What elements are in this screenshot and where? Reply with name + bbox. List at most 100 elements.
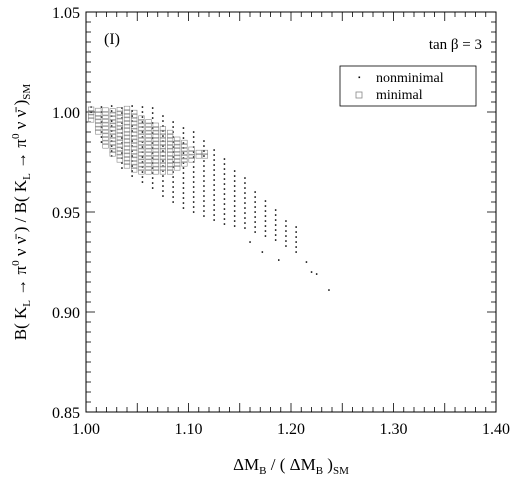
nonminimal-point — [328, 289, 330, 291]
minimal-point — [88, 113, 95, 119]
minimal-point — [131, 109, 138, 115]
minimal-point — [131, 127, 138, 133]
minimal-point — [138, 137, 145, 143]
nonminimal-point — [274, 214, 277, 216]
minimal-point — [174, 158, 181, 164]
legend-box — [339, 65, 477, 107]
nonminimal-point — [131, 160, 133, 162]
data-points — [88, 105, 330, 291]
nonminimal-point — [203, 140, 205, 142]
nonminimal-point — [100, 141, 103, 143]
nonminimal-point — [162, 150, 164, 152]
nonminimal-point — [254, 211, 256, 213]
nonminimal-point — [121, 167, 123, 169]
minimal-point — [131, 131, 138, 137]
minimal-point — [159, 133, 167, 139]
nonminimal-point — [110, 105, 113, 107]
minimal-point — [138, 169, 145, 175]
minimal-point — [145, 129, 152, 135]
minimal-point — [138, 122, 145, 128]
nonminimal-point — [254, 196, 256, 198]
legend-marker-nonminimal — [358, 76, 361, 79]
nonminimal-point — [131, 170, 133, 172]
nonminimal-point — [100, 126, 103, 128]
minimal-point — [174, 165, 181, 171]
nonminimal-point — [192, 186, 195, 188]
x-label-part: ΔM — [233, 455, 259, 474]
nonminimal-point — [131, 130, 133, 132]
minimal-point — [109, 133, 116, 139]
minimal-point — [116, 128, 123, 134]
nonminimal-point — [162, 115, 164, 117]
minimal-point — [138, 162, 145, 168]
minimal-point — [181, 154, 188, 160]
minimal-point — [109, 122, 116, 128]
nonminimal-point — [182, 142, 185, 144]
nonminimal-point — [233, 195, 236, 197]
nonminimal-point — [121, 107, 123, 109]
nonminimal-point — [172, 176, 174, 178]
minimal-point — [201, 153, 209, 159]
minimal-point — [88, 106, 95, 112]
nonminimal-point — [233, 210, 236, 212]
minimal-point — [188, 146, 195, 152]
minimal-point — [138, 133, 145, 139]
minimal-point — [145, 151, 152, 157]
nonminimal-point — [141, 146, 144, 148]
minimal-point — [109, 144, 116, 150]
nonminimal-point — [100, 106, 103, 108]
nonminimal-point — [305, 261, 308, 263]
minimal-point — [167, 151, 174, 157]
nonminimal-point — [162, 120, 164, 122]
minimal-point — [109, 137, 116, 143]
minimal-point — [102, 107, 109, 113]
minimal-point — [181, 139, 188, 145]
nonminimal-point — [192, 166, 195, 168]
minimal-point — [159, 158, 167, 164]
y-label-part: ν ν̄ ) / B( K — [11, 179, 30, 260]
nonminimal-point — [213, 154, 215, 156]
nonminimal-point — [121, 132, 123, 134]
nonminimal-point — [162, 190, 164, 192]
nonminimal-point — [254, 221, 256, 223]
minimal-point — [159, 162, 167, 168]
minimal-point — [95, 107, 102, 113]
nonminimal-point — [285, 235, 287, 237]
nonminimal-point — [182, 162, 185, 164]
minimal-point — [116, 125, 123, 131]
nonminimal-point — [172, 121, 174, 123]
nonminimal-point — [203, 175, 205, 177]
nonminimal-point — [203, 215, 205, 217]
nonminimal-point — [213, 164, 215, 166]
x-label-part: ) — [323, 455, 333, 474]
nonminimal-point — [162, 175, 164, 177]
nonminimal-point — [162, 145, 164, 147]
nonminimal-point — [254, 201, 256, 203]
nonminimal-point — [182, 192, 185, 194]
nonminimal-point — [244, 202, 246, 204]
nonminimal-point — [264, 205, 267, 207]
nonminimal-point — [192, 176, 195, 178]
nonminimal-point — [203, 145, 205, 147]
nonminimal-point — [100, 116, 103, 118]
minimal-point — [138, 151, 145, 157]
minimal-point — [188, 150, 195, 156]
nonminimal-point — [233, 175, 236, 177]
y-label-sub: SM — [21, 84, 33, 100]
nonminimal-point — [223, 203, 226, 205]
nonminimal-point — [223, 163, 226, 165]
minimal-point — [109, 126, 116, 132]
minimal-point — [116, 150, 123, 156]
minimal-point — [145, 162, 152, 168]
minimal-point — [95, 125, 102, 131]
nonminimal-point — [203, 200, 205, 202]
nonminimal-point — [233, 225, 236, 227]
nonminimal-point — [141, 106, 144, 108]
minimal-point — [102, 118, 109, 124]
x-tick-label: 1.20 — [277, 421, 305, 438]
minimal-point — [174, 161, 181, 167]
minimal-point — [145, 155, 152, 161]
minimal-point — [102, 132, 109, 138]
nonminimal-point — [223, 213, 226, 215]
minimal-point — [181, 157, 188, 163]
